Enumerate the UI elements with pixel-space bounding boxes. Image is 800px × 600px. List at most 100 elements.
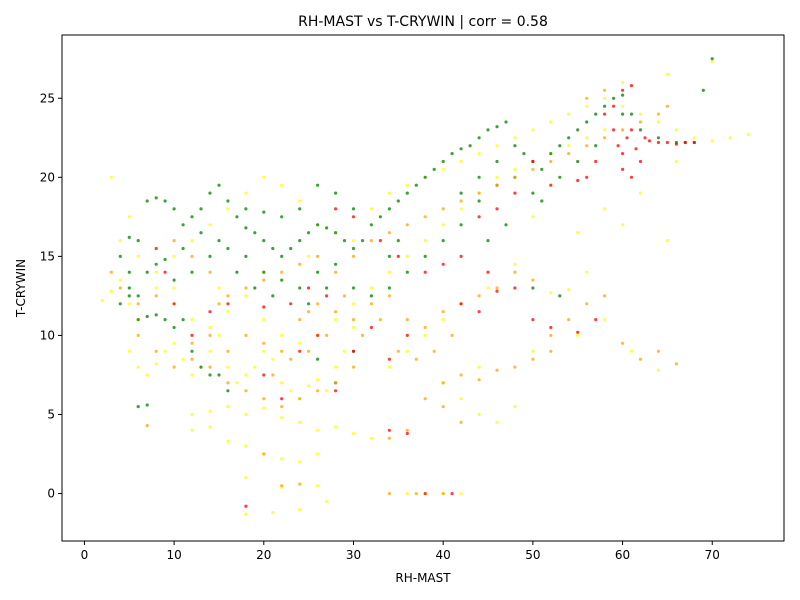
- data-point: [208, 333, 212, 337]
- y-axis-ticks: 0 5 10 15 20 25: [40, 91, 62, 501]
- data-point: [459, 254, 463, 258]
- data-point: [136, 239, 140, 243]
- data-point: [271, 373, 275, 377]
- data-point: [217, 302, 221, 306]
- data-point: [172, 254, 176, 258]
- data-point: [513, 167, 517, 171]
- data-point: [387, 428, 391, 432]
- data-point: [621, 167, 625, 171]
- data-point: [136, 405, 140, 409]
- data-point: [127, 270, 131, 274]
- x-axis-label: RH-MAST: [395, 571, 451, 585]
- data-point: [190, 254, 194, 258]
- data-point: [531, 128, 535, 132]
- data-point: [432, 349, 436, 353]
- data-point: [405, 333, 409, 337]
- data-point: [585, 136, 589, 140]
- data-point: [477, 215, 481, 219]
- data-point: [629, 84, 634, 88]
- data-point: [612, 104, 616, 108]
- data-point: [190, 412, 194, 417]
- y-tick-label: 15: [40, 249, 55, 263]
- data-point: [423, 254, 427, 258]
- data-point: [181, 246, 185, 251]
- data-point: [477, 378, 481, 382]
- data-point: [459, 147, 463, 151]
- data-point: [325, 226, 329, 230]
- data-point: [118, 302, 122, 306]
- data-point: [378, 215, 382, 219]
- data-point: [522, 152, 526, 156]
- data-point: [298, 420, 302, 424]
- data-point: [567, 136, 571, 140]
- data-point: [360, 333, 365, 337]
- data-point: [181, 223, 185, 227]
- data-point: [405, 431, 409, 436]
- data-point: [405, 318, 409, 322]
- data-point: [495, 183, 499, 187]
- data-point: [172, 341, 176, 345]
- data-point: [531, 278, 535, 282]
- data-point: [486, 239, 490, 243]
- data-point: [163, 318, 167, 322]
- data-point: [567, 112, 571, 116]
- data-point: [477, 136, 481, 140]
- data-point: [405, 223, 409, 227]
- data-point: [656, 120, 661, 124]
- data-point: [396, 254, 400, 258]
- data-point: [396, 349, 400, 353]
- data-point: [253, 365, 257, 369]
- data-point: [262, 270, 266, 274]
- data-point: [513, 191, 517, 195]
- data-point: [163, 199, 167, 203]
- data-point: [208, 409, 212, 413]
- data-point: [154, 294, 158, 298]
- data-point: [262, 175, 266, 179]
- data-point: [154, 349, 158, 353]
- data-point: [262, 341, 266, 345]
- data-point: [298, 239, 302, 243]
- data-point: [656, 368, 661, 372]
- data-point: [298, 286, 302, 290]
- data-point: [280, 254, 284, 258]
- data-point: [298, 199, 302, 203]
- data-point: [199, 207, 203, 211]
- data-point: [226, 365, 230, 369]
- data-point: [441, 167, 445, 171]
- data-point: [298, 507, 302, 511]
- data-points: [100, 57, 750, 516]
- data-point: [423, 325, 427, 330]
- data-point: [495, 207, 499, 211]
- data-point: [316, 183, 320, 187]
- data-point: [567, 288, 571, 292]
- data-point: [603, 136, 607, 140]
- data-point: [701, 88, 705, 92]
- data-point: [369, 223, 373, 227]
- data-point: [387, 191, 391, 195]
- data-point: [405, 183, 409, 187]
- data-point: [145, 424, 149, 428]
- data-point: [190, 341, 194, 345]
- data-point: [351, 431, 356, 436]
- data-point: [629, 112, 634, 116]
- data-point: [414, 492, 418, 496]
- data-point: [351, 254, 356, 258]
- data-point: [262, 452, 266, 456]
- data-point: [208, 191, 212, 195]
- data-point: [549, 120, 553, 124]
- data-point: [665, 239, 670, 243]
- data-point: [405, 428, 409, 432]
- data-point: [226, 389, 230, 393]
- data-point: [334, 425, 338, 429]
- data-point: [549, 349, 553, 353]
- data-point: [307, 254, 311, 258]
- data-point: [145, 270, 149, 274]
- data-point: [154, 286, 158, 290]
- data-point: [692, 140, 696, 145]
- data-point: [495, 368, 499, 372]
- data-point: [271, 294, 275, 298]
- data-point: [387, 436, 391, 440]
- data-point: [603, 88, 607, 92]
- data-point: [638, 112, 643, 116]
- data-point: [405, 349, 409, 353]
